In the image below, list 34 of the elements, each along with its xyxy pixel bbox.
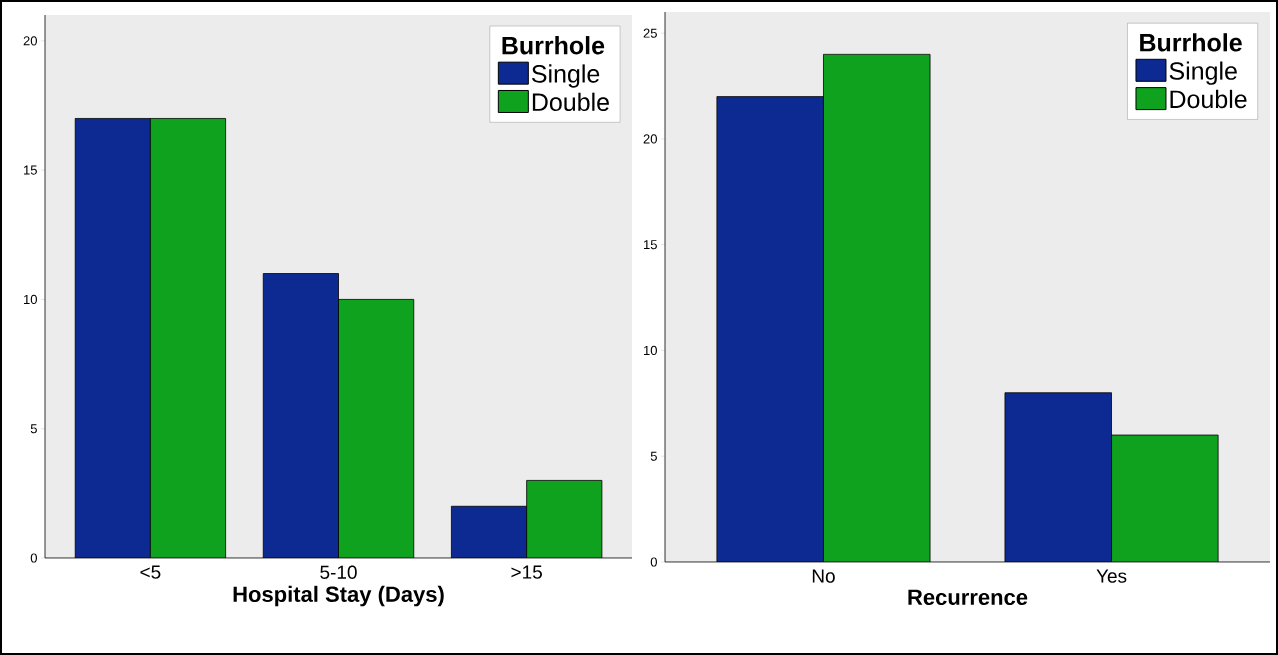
bar [263,273,339,558]
y-tick-label: 0 [30,553,37,563]
bar [450,505,528,558]
legend-label: Single [531,64,600,88]
x-axis-title: Recurrence [908,589,1028,605]
y-tick-label: 25 [643,28,657,38]
legend-title: Burrhole [502,36,605,55]
bar [150,118,226,558]
bar [338,299,414,558]
y-tick-label: 5 [30,424,37,434]
x-tick-label: No [812,569,835,583]
legend-label: Single [1169,61,1237,85]
bar [1111,434,1219,562]
y-tick-label: 10 [644,345,657,356]
bar [716,96,824,562]
y-tick-label: 5 [650,451,657,461]
x-tick-label: 5-10 [320,565,357,579]
legend-label: Double [1170,89,1247,109]
y-tick-label: 0 [650,557,657,567]
legend-label: Double [532,92,609,112]
x-tick-label: <5 [140,565,161,579]
bar [823,54,931,562]
legend-title: Burrhole [1140,33,1242,52]
x-tick-label: Yes [1096,569,1127,583]
y-tick-label: 10 [24,294,37,305]
bar [1004,392,1112,562]
bar [75,118,151,558]
y-tick-label: 15 [644,240,657,250]
bar [526,480,603,558]
y-tick-label: 20 [23,36,37,46]
y-tick-label: 20 [643,134,657,144]
x-tick-label: >15 [511,565,542,579]
x-axis-title: Hospital Stay (Days) [233,585,444,607]
y-tick-label: 15 [24,165,37,175]
